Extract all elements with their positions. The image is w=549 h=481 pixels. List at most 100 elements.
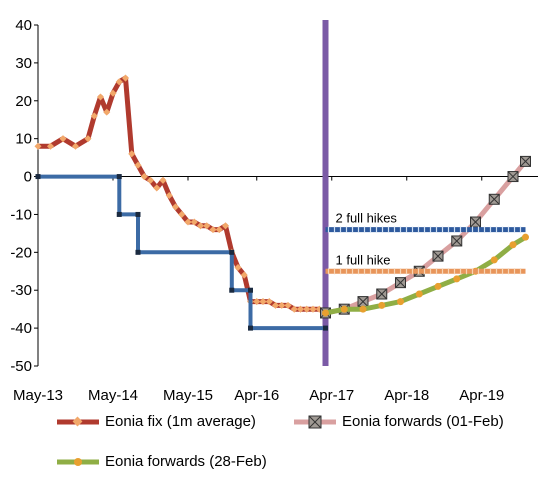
tick-labels: 40 30 20 10 0 -10 -20 -30 -40 -50 May-13 May-14 May-… — [10, 17, 504, 404]
data-point — [153, 184, 161, 192]
legend-item-forwards-01feb: Eonia forwards (01-Feb) — [292, 413, 504, 430]
data-point — [234, 263, 242, 272]
series-5 — [325, 268, 526, 275]
data-point — [290, 305, 298, 313]
data-point — [229, 249, 235, 255]
y-tick-label: 30 — [15, 55, 32, 72]
data-point — [121, 74, 130, 82]
data-point — [323, 325, 328, 331]
data-point — [59, 135, 67, 143]
data-point — [309, 305, 317, 313]
legend-swatch-eonia-fix — [57, 416, 99, 426]
data-point — [359, 305, 367, 313]
data-point — [434, 282, 442, 290]
data-point — [134, 161, 142, 169]
y-tick-label: -40 — [10, 320, 32, 337]
data-point-cross — [507, 171, 519, 182]
data-point-cross — [488, 193, 500, 205]
legend-label-eonia-fix: Eonia fix (1m average) — [105, 413, 256, 430]
data-point — [159, 176, 167, 184]
data-point — [296, 305, 305, 313]
series-line — [38, 174, 326, 331]
series-1 — [35, 174, 328, 331]
data-point — [509, 241, 517, 249]
data-point-cross — [376, 288, 388, 300]
data-point — [128, 150, 136, 158]
data-point — [165, 191, 173, 200]
data-point — [140, 173, 148, 181]
data-point — [96, 93, 105, 101]
y-tick-label: 10 — [15, 131, 32, 148]
data-point-cross — [451, 235, 463, 247]
series-3 — [322, 233, 529, 317]
data-point — [184, 218, 192, 226]
data-point — [397, 298, 404, 306]
data-point — [35, 174, 41, 180]
y-tick-label: 0 — [24, 169, 32, 186]
data-point — [196, 222, 205, 230]
y-tick-label: -50 — [10, 358, 32, 375]
data-point-cross — [395, 277, 406, 288]
series-line — [38, 75, 320, 312]
data-point — [215, 226, 223, 234]
data-point — [34, 142, 42, 150]
data-point — [522, 233, 529, 241]
data-point — [203, 222, 211, 230]
legend-item-forwards-28feb: Eonia forwards (28-Feb) — [55, 453, 267, 470]
data-point — [116, 211, 122, 217]
y-tick-label: 40 — [15, 17, 32, 34]
y-tick-label: -30 — [10, 282, 32, 299]
plot-area — [34, 20, 531, 366]
data-point — [116, 174, 122, 180]
data-point — [71, 142, 80, 150]
data-point — [135, 211, 141, 217]
data-point — [340, 305, 348, 313]
data-point — [146, 176, 155, 184]
x-tick-label: Apr-17 — [309, 387, 354, 404]
data-point-cross — [357, 296, 369, 307]
legend-swatch-forwards-28feb — [57, 457, 99, 466]
data-point — [490, 256, 498, 264]
data-point — [248, 287, 253, 293]
data-point — [322, 309, 329, 317]
data-point — [209, 226, 217, 234]
data-point — [248, 325, 253, 331]
data-point — [378, 301, 386, 309]
data-point — [271, 301, 280, 309]
series-4 — [325, 226, 526, 233]
data-point — [171, 203, 180, 211]
annotation-1: 1 full hike — [336, 252, 391, 267]
data-point — [109, 89, 117, 97]
legend-label-forwards-28feb: Eonia forwards (28-Feb) — [105, 453, 267, 470]
data-point — [253, 298, 261, 306]
chart-axes — [34, 24, 538, 367]
x-tick-label: May-13 — [13, 387, 63, 404]
data-point — [46, 142, 55, 150]
series-0 — [34, 74, 323, 313]
legend-label-forwards-01feb: Eonia forwards (01-Feb) — [342, 413, 504, 430]
data-point-cross — [432, 250, 444, 262]
data-point-cross — [520, 156, 531, 167]
series-line — [325, 235, 527, 316]
data-point — [229, 287, 235, 293]
x-tick-label: May-15 — [163, 387, 213, 404]
data-point — [240, 271, 248, 279]
x-tick-label: May-14 — [88, 387, 138, 404]
legend-item-eonia-fix: Eonia fix (1m average) — [55, 413, 256, 430]
data-point — [278, 301, 286, 309]
data-point — [415, 290, 423, 298]
data-point-cross — [470, 216, 481, 228]
data-point — [453, 275, 461, 283]
data-point — [190, 218, 198, 226]
data-point — [259, 298, 267, 306]
data-point — [221, 222, 230, 230]
x-tick-label: Apr-16 — [234, 387, 279, 404]
data-point — [303, 305, 311, 313]
data-point — [135, 249, 141, 255]
data-point — [284, 301, 292, 309]
x-tick-label: Apr-19 — [459, 387, 504, 404]
y-tick-label: 20 — [15, 93, 32, 110]
y-tick-label: -20 — [10, 244, 32, 261]
annotation-0: 2 full hikes — [336, 211, 398, 226]
